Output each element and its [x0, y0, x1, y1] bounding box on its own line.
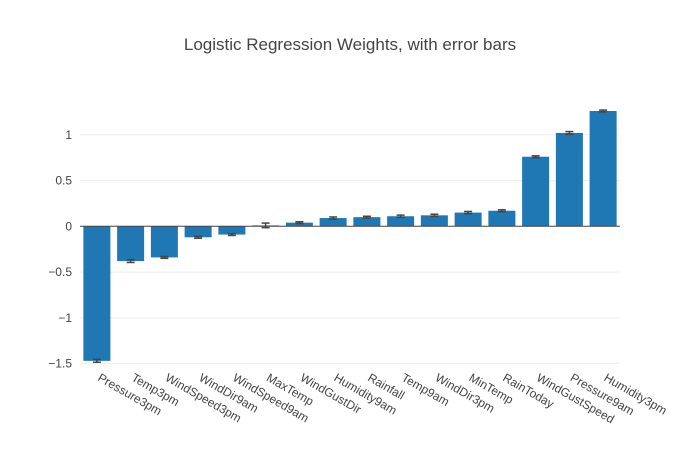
- bar: [488, 210, 516, 227]
- error-bar: [464, 210, 473, 215]
- error-bar: [227, 232, 236, 237]
- error-bar: [295, 220, 304, 225]
- bar: [285, 222, 313, 227]
- error-bar: [126, 258, 135, 264]
- error-bar: [329, 216, 338, 220]
- error-bar: [362, 215, 371, 219]
- error-bar: [430, 213, 439, 218]
- bar: [184, 226, 212, 238]
- bar: [83, 226, 111, 361]
- bar: [353, 217, 381, 227]
- y-axis-ticks: 1 0.5 0 −0.5 −1 −1.5: [48, 128, 72, 371]
- bars: [83, 110, 617, 361]
- y-tick-label: −1.5: [48, 357, 72, 371]
- bar: [555, 132, 583, 227]
- bar: [319, 218, 347, 227]
- bar: [589, 110, 617, 227]
- error-bars: [92, 109, 608, 363]
- error-bar: [497, 209, 506, 213]
- error-bar: [531, 155, 540, 159]
- grid-lines: [80, 134, 620, 365]
- error-bar: [160, 255, 169, 260]
- y-tick-label: 0: [65, 219, 72, 233]
- y-tick-label: −1: [58, 311, 72, 325]
- y-tick-label: 0.5: [55, 174, 72, 188]
- bar: [522, 156, 550, 227]
- error-bar: [565, 130, 574, 136]
- bar: [150, 226, 178, 258]
- y-tick-label: 1: [65, 128, 72, 142]
- chart-title: Logistic Regression Weights, with error …: [184, 35, 516, 54]
- bar: [117, 226, 145, 262]
- y-tick-label: −0.5: [48, 265, 72, 279]
- error-bar: [396, 214, 405, 219]
- error-bar: [92, 358, 101, 363]
- bar: [454, 212, 482, 227]
- error-bar: [194, 235, 203, 239]
- bar: [218, 226, 246, 235]
- error-bar: [599, 109, 608, 113]
- bar: [387, 216, 415, 227]
- error-bar: [261, 222, 270, 229]
- bar: [420, 215, 448, 227]
